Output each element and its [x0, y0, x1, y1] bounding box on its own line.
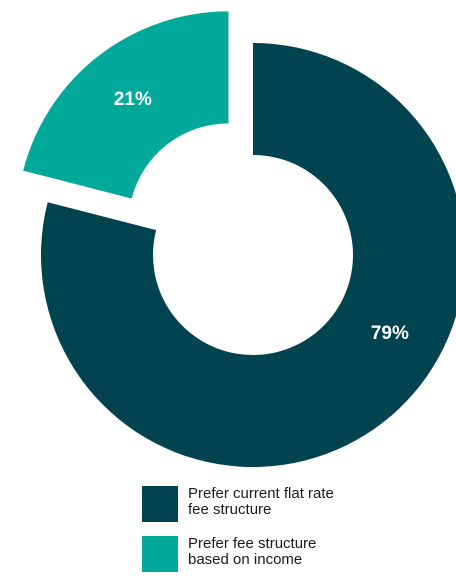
legend-label-flat-rate: Prefer current flat rate fee structure [188, 485, 334, 518]
donut-chart: 79% 21% [23, 11, 456, 467]
legend-label-income-based: Prefer fee structure based on income [188, 535, 317, 568]
slice-label-income-based: 21% [114, 89, 152, 110]
legend-item-flat-rate: Prefer current flat rate fee structure [142, 486, 442, 522]
slice-label-flat-rate: 79% [371, 323, 409, 344]
legend: Prefer current flat rate fee structure P… [142, 486, 442, 586]
slice-flat-rate [41, 43, 456, 467]
slice-income-based [23, 11, 229, 199]
legend-item-income-based: Prefer fee structure based on income [142, 536, 442, 572]
legend-swatch-income-based [142, 536, 178, 572]
legend-swatch-flat-rate [142, 486, 178, 522]
